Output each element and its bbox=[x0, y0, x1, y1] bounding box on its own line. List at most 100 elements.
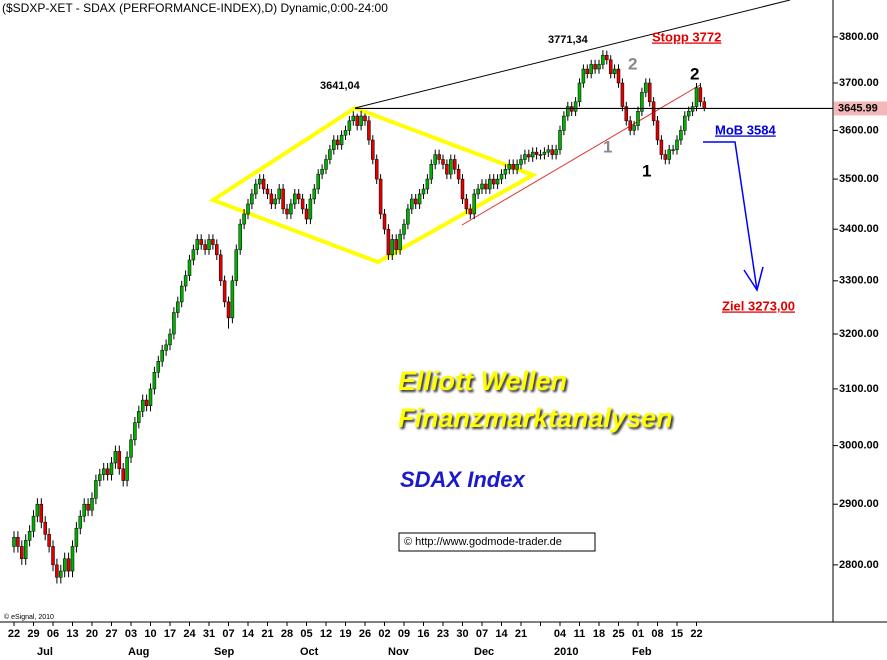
candle-body bbox=[187, 259, 192, 276]
candle-body bbox=[296, 193, 301, 200]
mob-label: MoB 3584 bbox=[715, 122, 776, 137]
candle-body bbox=[495, 178, 500, 185]
candle-body bbox=[304, 208, 309, 220]
x-tick-label: 28 bbox=[281, 628, 293, 640]
candle-body bbox=[542, 151, 547, 155]
candle-body bbox=[601, 54, 605, 65]
candle-body bbox=[425, 178, 430, 190]
candle-body bbox=[612, 68, 617, 74]
x-tick-label: 30 bbox=[456, 628, 468, 640]
diamond-pattern bbox=[208, 105, 538, 265]
candle-body bbox=[218, 254, 223, 282]
candle-body bbox=[577, 82, 582, 103]
x-tick-label: 02 bbox=[378, 628, 390, 640]
candle-body bbox=[515, 164, 519, 170]
candle-body bbox=[335, 139, 340, 146]
candle-body bbox=[316, 173, 320, 190]
candle-body bbox=[593, 64, 597, 70]
x-tick-label: 04 bbox=[554, 628, 567, 640]
copyright: © eSignal, 2010 bbox=[4, 613, 54, 621]
candle-body bbox=[172, 312, 176, 335]
candle-body bbox=[285, 208, 289, 215]
x-tick-label: 03 bbox=[125, 628, 137, 640]
x-tick-label: 22 bbox=[8, 628, 20, 640]
candle-body bbox=[417, 193, 422, 205]
x-tick-label: 24 bbox=[183, 628, 196, 640]
x-tick-label: 23 bbox=[437, 628, 449, 640]
candle-body bbox=[698, 87, 703, 103]
candle-body bbox=[78, 515, 83, 529]
candle-body bbox=[16, 537, 20, 547]
candle-body bbox=[624, 106, 629, 122]
candle-body bbox=[507, 164, 512, 170]
candle-body bbox=[585, 68, 590, 74]
target-arrow bbox=[703, 141, 758, 291]
candle-body bbox=[359, 115, 363, 126]
wave-label: 1 bbox=[603, 137, 612, 156]
candle-body bbox=[573, 101, 578, 112]
chart-title: ($SDXP-XET - SDAX (PERFORMANCE-INDEX),D)… bbox=[2, 1, 388, 15]
candle-body bbox=[39, 503, 44, 523]
candle-body bbox=[98, 474, 102, 481]
resistance-line bbox=[354, 0, 791, 109]
candle-body bbox=[257, 178, 262, 185]
candle-body bbox=[109, 462, 114, 475]
candle-body bbox=[519, 159, 523, 165]
candle-body bbox=[402, 223, 406, 235]
candle-body bbox=[59, 570, 63, 578]
candle-body bbox=[47, 534, 51, 547]
candle-body bbox=[597, 64, 601, 70]
stop-label: Stopp 3772 bbox=[652, 29, 721, 44]
candle-body bbox=[581, 68, 586, 84]
candle-body bbox=[207, 239, 211, 250]
candle-body bbox=[437, 154, 441, 160]
candle-body bbox=[605, 54, 609, 61]
candle-body bbox=[374, 159, 379, 180]
candle-body bbox=[608, 59, 613, 74]
candle-body bbox=[394, 239, 398, 250]
candle-body bbox=[328, 149, 332, 160]
candle-body bbox=[651, 101, 656, 122]
candle-body bbox=[527, 154, 531, 158]
candle-body bbox=[351, 115, 356, 122]
candle-body bbox=[456, 168, 461, 180]
candle-body bbox=[671, 149, 675, 151]
x-tick-label: 21 bbox=[261, 628, 273, 640]
candle-body bbox=[82, 503, 86, 517]
candle-body bbox=[191, 249, 196, 261]
candle-body bbox=[429, 164, 434, 180]
candle-body bbox=[51, 546, 55, 566]
candle-body bbox=[238, 223, 242, 250]
x-tick-label: 29 bbox=[27, 628, 39, 640]
x-tick-label: 15 bbox=[671, 628, 683, 640]
candle-body bbox=[94, 480, 98, 499]
candle-body bbox=[339, 134, 344, 146]
candle-body bbox=[480, 183, 484, 190]
candle-body bbox=[554, 149, 558, 155]
candle-body bbox=[534, 151, 539, 155]
x-tick-label: 17 bbox=[164, 628, 176, 640]
candle-body bbox=[164, 344, 168, 351]
candle-body bbox=[27, 530, 32, 541]
candle-body bbox=[222, 280, 227, 303]
last-price-box bbox=[834, 101, 887, 116]
month-label: 2010 bbox=[554, 646, 578, 658]
month-label: Feb bbox=[632, 646, 652, 658]
candle-body bbox=[558, 130, 562, 150]
x-tick-label: 07 bbox=[222, 628, 234, 640]
x-tick-label: 20 bbox=[86, 628, 98, 640]
candle-body bbox=[589, 64, 593, 74]
y-tick-label: 3300.00 bbox=[839, 275, 879, 287]
arrow-head bbox=[743, 266, 764, 292]
candle-body bbox=[23, 540, 28, 559]
candle-body bbox=[686, 111, 691, 117]
candle-body bbox=[550, 149, 554, 155]
candle-body bbox=[347, 120, 352, 131]
index-label: SDAX Index bbox=[400, 467, 525, 492]
candle-body bbox=[273, 198, 278, 205]
candle-body bbox=[62, 558, 67, 572]
candle-body bbox=[179, 285, 184, 303]
candle-body bbox=[441, 159, 445, 165]
